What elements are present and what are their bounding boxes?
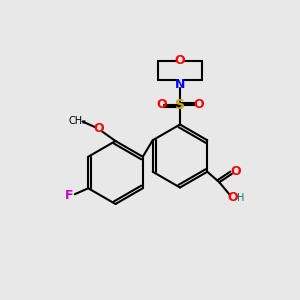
Text: F: F [65, 189, 74, 202]
Text: O: O [175, 54, 185, 67]
Text: O: O [94, 122, 104, 136]
Text: S: S [175, 98, 185, 112]
Text: O: O [230, 165, 241, 178]
Text: O: O [227, 191, 238, 204]
Text: N: N [175, 78, 185, 91]
Text: H: H [237, 193, 244, 203]
Text: CH₃: CH₃ [68, 116, 86, 126]
Text: O: O [193, 98, 204, 112]
Text: O: O [156, 98, 167, 112]
